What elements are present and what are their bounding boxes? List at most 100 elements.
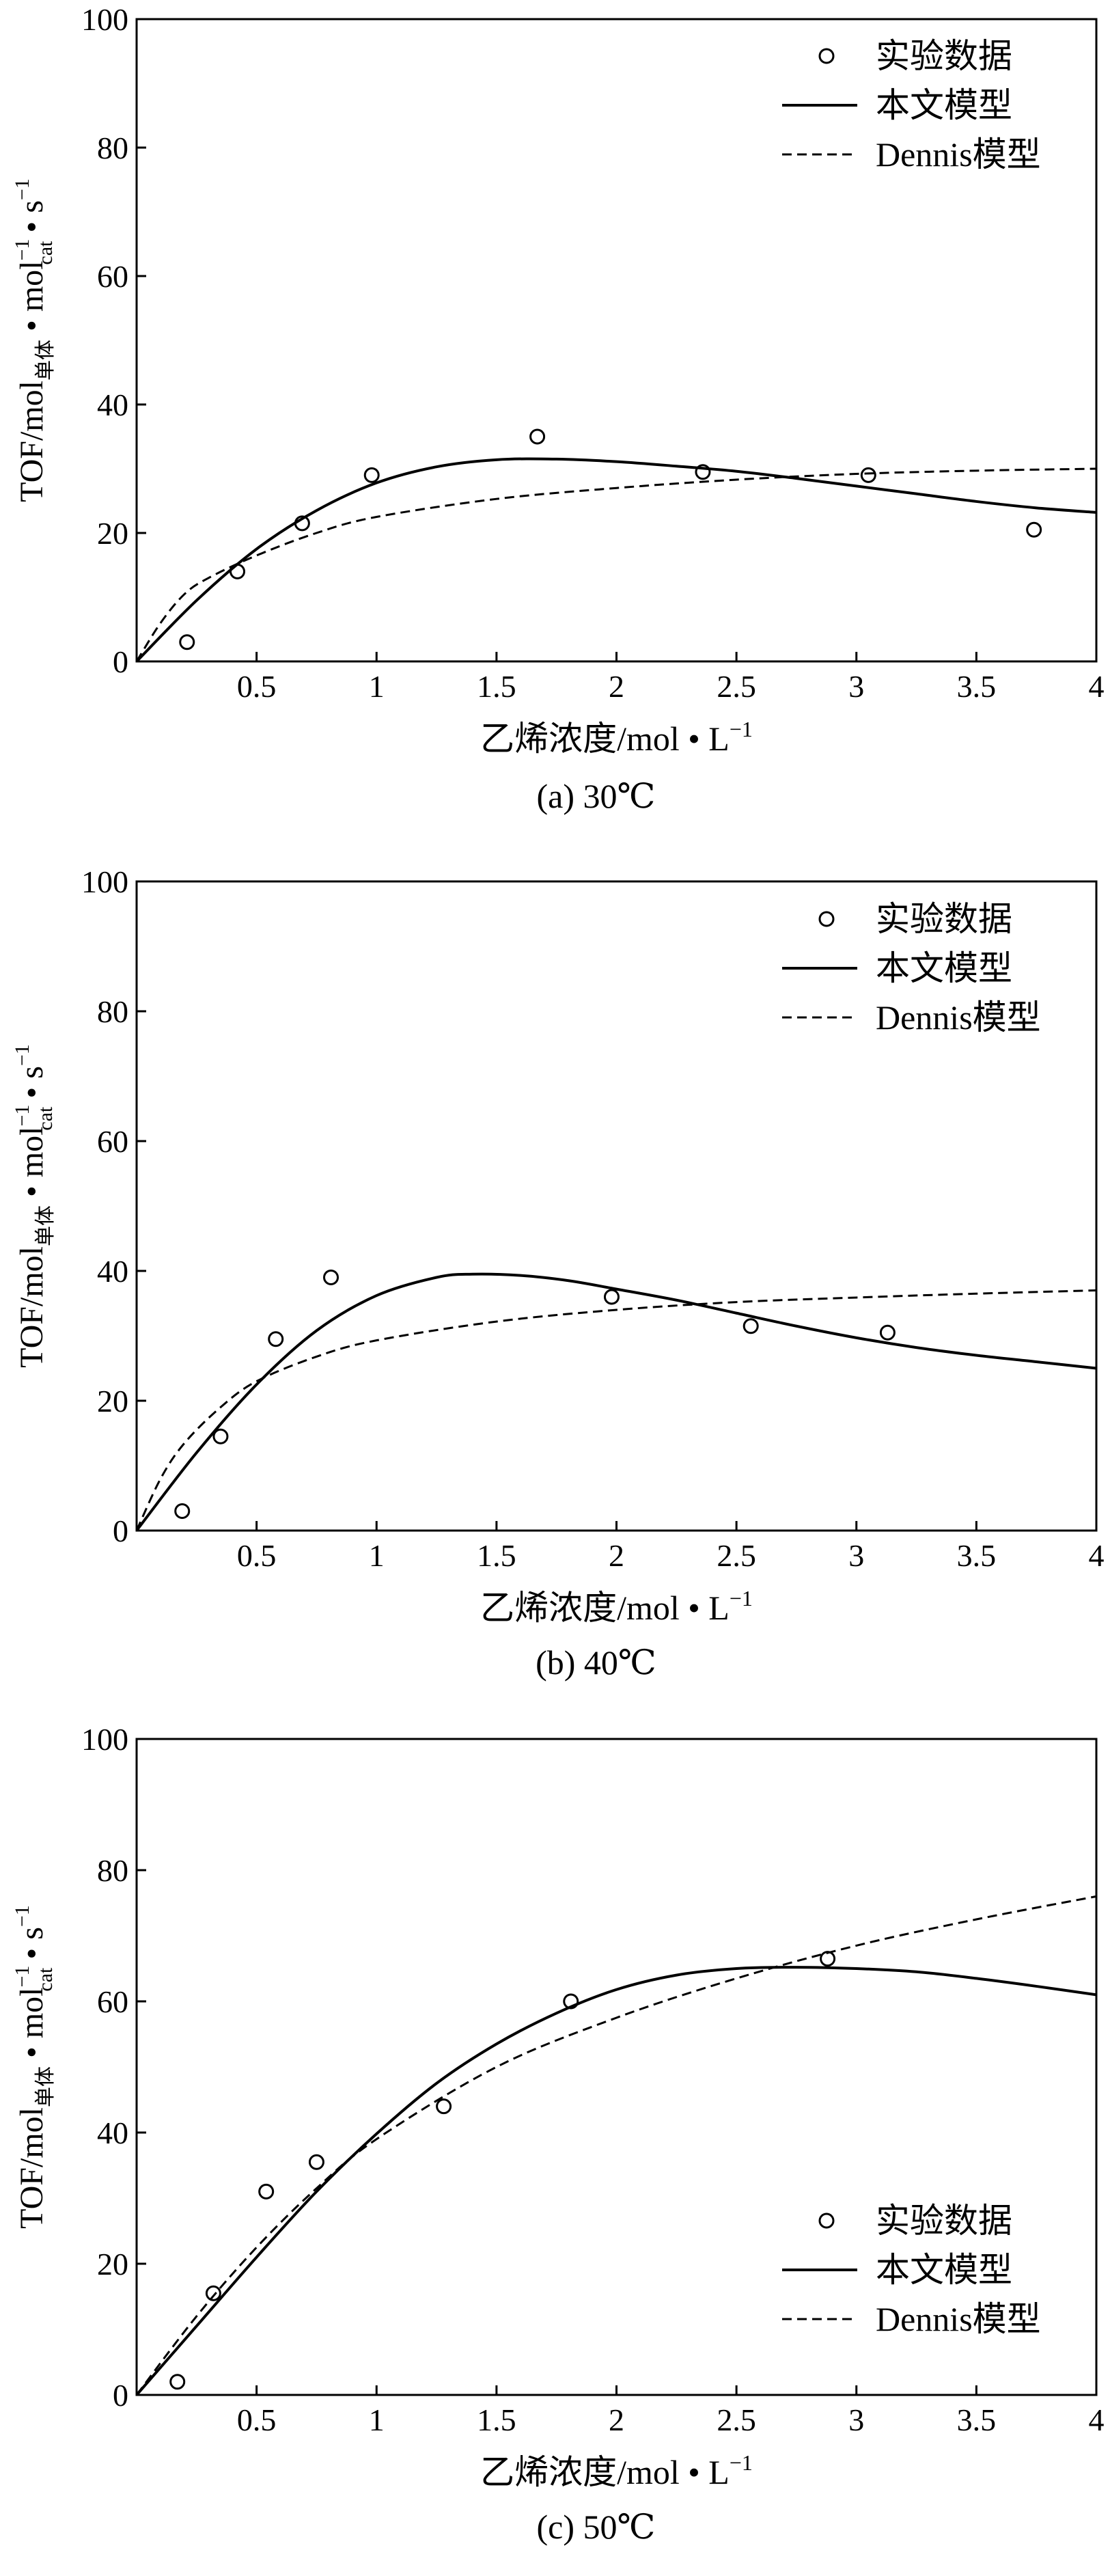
data-point xyxy=(212,1428,229,1444)
y-axis-title-sup: −1 xyxy=(11,1966,33,1988)
model-curve-line xyxy=(135,457,1097,663)
legend-label-model: 本文模型 xyxy=(876,86,1012,124)
x-tick-label: 3.5 xyxy=(957,669,997,704)
y-tick-label: 40 xyxy=(97,1254,128,1289)
data-point xyxy=(174,1503,191,1519)
y-axis-title-bullet: • xyxy=(14,312,50,340)
y-tick-label: 80 xyxy=(97,1853,128,1888)
data-point xyxy=(363,467,380,483)
y-axis-title-sub-cat: cat xyxy=(34,1106,57,1131)
y-axis-title: TOF/mol单体 • mol−1cat • s−1 xyxy=(11,1905,57,2229)
y-tick-label: 0 xyxy=(113,644,128,679)
y-axis-title-sub: 单体 xyxy=(34,340,57,381)
y-tick-label: 100 xyxy=(81,1722,128,1757)
y-axis-title-s: s xyxy=(14,200,50,213)
legend-label-points: 实验数据 xyxy=(876,2202,1012,2240)
y-tick-label: 60 xyxy=(97,1984,128,2019)
x-tick-label: 2 xyxy=(609,669,624,704)
panel-caption: (b) 40℃ xyxy=(536,1643,656,1682)
x-tick-label: 4 xyxy=(1089,669,1105,704)
y-axis-title-bullet: • xyxy=(14,2038,50,2066)
legend-point-marker xyxy=(818,2212,835,2229)
x-tick-label: 1 xyxy=(369,669,385,704)
y-tick-label: 100 xyxy=(81,864,128,899)
y-tick-label: 40 xyxy=(97,2115,128,2150)
y-axis-title-sup: −1 xyxy=(11,178,33,200)
y-axis-title-mol: mol xyxy=(14,1988,50,2039)
x-tick-label: 2.5 xyxy=(717,669,756,704)
y-axis-title-s: s xyxy=(14,1927,50,1940)
legend-label-model: 本文模型 xyxy=(876,2251,1012,2289)
y-tick-label: 20 xyxy=(97,1384,128,1419)
data-point xyxy=(268,1331,284,1347)
legend-label-dennis: Dennis模型 xyxy=(876,2300,1041,2338)
x-axis-title: 乙烯浓度/mol • L−1 xyxy=(480,1586,753,1627)
y-tick-label: 20 xyxy=(97,516,128,551)
y-axis-title-bullet: • xyxy=(14,1079,50,1107)
x-tick-label: 4 xyxy=(1089,1538,1105,1573)
data-point xyxy=(323,1270,339,1285)
y-axis-title-bullet: • xyxy=(14,213,50,241)
x-axis-title-main: 乙烯浓度/mol • L xyxy=(480,2453,730,2491)
data-point xyxy=(205,2285,221,2301)
legend-label-model: 本文模型 xyxy=(876,949,1012,987)
legend-point-marker xyxy=(818,48,835,64)
x-axis-title-sup: −1 xyxy=(730,2450,753,2475)
legend-label-points: 实验数据 xyxy=(876,37,1012,75)
dennis-curve-line xyxy=(135,467,1097,662)
x-tick-label: 1.5 xyxy=(477,669,516,704)
x-tick-label: 0.5 xyxy=(237,669,277,704)
x-tick-label: 1 xyxy=(369,1538,385,1573)
legend-label-dennis: Dennis模型 xyxy=(876,135,1041,174)
x-axis-title: 乙烯浓度/mol • L−1 xyxy=(480,2450,753,2491)
y-axis-title-sup: −1 xyxy=(11,1905,33,1927)
y-tick-label: 60 xyxy=(97,1124,128,1159)
x-tick-label: 2.5 xyxy=(717,1538,756,1573)
legend-label-dennis: Dennis模型 xyxy=(876,998,1041,1037)
x-tick-label: 3 xyxy=(848,2402,864,2437)
x-axis-title-main: 乙烯浓度/mol • L xyxy=(480,1589,730,1627)
legend-point-marker xyxy=(818,911,835,927)
model-curve-line xyxy=(135,1272,1097,1532)
y-tick-label: 80 xyxy=(97,131,128,165)
x-tick-label: 1 xyxy=(369,2402,385,2437)
y-tick-label: 100 xyxy=(81,2,128,37)
x-axis-title-sup: −1 xyxy=(730,717,753,741)
x-tick-label: 2 xyxy=(609,1538,624,1573)
x-tick-label: 1.5 xyxy=(477,2402,516,2437)
y-axis-title-sub: 单体 xyxy=(34,1205,57,1246)
y-axis-title-sub: 单体 xyxy=(34,2066,57,2107)
x-tick-label: 0.5 xyxy=(237,1538,277,1573)
data-point xyxy=(169,2374,186,2390)
y-tick-label: 0 xyxy=(113,2378,128,2413)
y-axis-title-sub-cat: cat xyxy=(34,241,57,265)
dennis-curve-line xyxy=(135,1895,1097,2396)
y-axis-title-bullet: • xyxy=(14,1940,50,1968)
x-tick-label: 0.5 xyxy=(237,2402,277,2437)
data-point xyxy=(743,1318,759,1334)
y-tick-label: 20 xyxy=(97,2247,128,2282)
data-point xyxy=(879,1324,896,1341)
y-axis-title: TOF/mol单体 • mol−1cat • s−1 xyxy=(11,1044,57,1368)
y-axis-title-sup: −1 xyxy=(11,239,33,261)
data-point xyxy=(820,1951,836,1967)
model-curve-line xyxy=(135,1966,1097,2396)
x-tick-label: 3.5 xyxy=(957,2402,997,2437)
x-tick-label: 3.5 xyxy=(957,1538,997,1573)
y-axis-title-main: TOF/mol xyxy=(14,1246,50,1368)
data-point xyxy=(258,2183,275,2200)
y-axis-title-mol: mol xyxy=(14,261,50,312)
dennis-curve-line xyxy=(135,1289,1097,1531)
x-tick-label: 2 xyxy=(609,2402,624,2437)
y-tick-label: 60 xyxy=(97,259,128,294)
data-point xyxy=(603,1289,620,1305)
data-point xyxy=(308,2154,324,2170)
x-tick-label: 3 xyxy=(848,669,864,704)
y-tick-label: 80 xyxy=(97,994,128,1029)
panel-caption: (a) 30℃ xyxy=(537,777,656,815)
data-point xyxy=(860,467,876,483)
